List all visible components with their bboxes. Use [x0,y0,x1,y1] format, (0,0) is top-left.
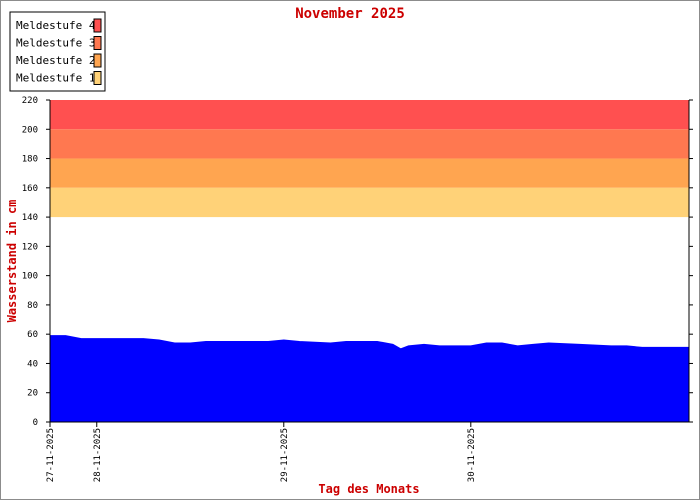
y-axis-label: Wasserstand in cm [5,200,19,323]
x-axis-label: Tag des Monats [318,482,419,496]
legend-swatch [93,36,102,50]
level-band [50,100,689,130]
chart-title: November 2025 [295,6,405,22]
y-tick-label: 20 [27,389,38,399]
x-tick-label: 29-11-2025 [280,428,290,482]
area-series [49,335,690,423]
y-tick-label: 220 [22,96,38,106]
x-tick-label: 27-11-2025 [46,428,56,482]
legend-item-label: Meldestufe 3 [16,37,95,50]
legend-item-label: Meldestufe 4 [16,19,96,32]
legend-item-label: Meldestufe 1 [16,72,95,85]
y-tick-label: 100 [22,272,38,282]
legend-swatch [93,71,102,85]
x-axis-ticks: 27-11-2025 28-11-2025 29-11-2025 30-11-2025 [46,422,477,482]
legend-box [9,11,106,92]
y-tick-label: 40 [27,359,38,369]
level-band [50,187,689,218]
x-tick-label: 30-11-2025 [467,428,477,482]
y-tick-label: 0 [33,418,38,428]
y-tick-label: 200 [22,125,38,135]
legend-item-label: Meldestufe 2 [16,54,95,67]
y-tick-label: 120 [22,242,38,252]
y-tick-label: 80 [27,301,38,311]
y-tick-label: 60 [27,330,38,340]
legend-swatch [93,18,102,33]
legend: Meldestufe 4 Meldestufe 3 Meldestufe 2 Meld… [9,11,106,92]
water-level-area [49,335,690,423]
y-tick-label: 180 [22,155,38,165]
y-tick-label: 160 [22,184,38,194]
level-band [50,129,689,159]
level-band [50,158,689,188]
x-tick-label: 28-11-2025 [93,428,103,482]
y-tick-label: 140 [22,213,38,223]
warning-level-bands [50,100,689,218]
legend-swatch [93,53,102,68]
axes [49,100,690,423]
y-axis-ticks: 0 20 40 60 80 100 120 140 160 180 200 220 [22,96,693,428]
